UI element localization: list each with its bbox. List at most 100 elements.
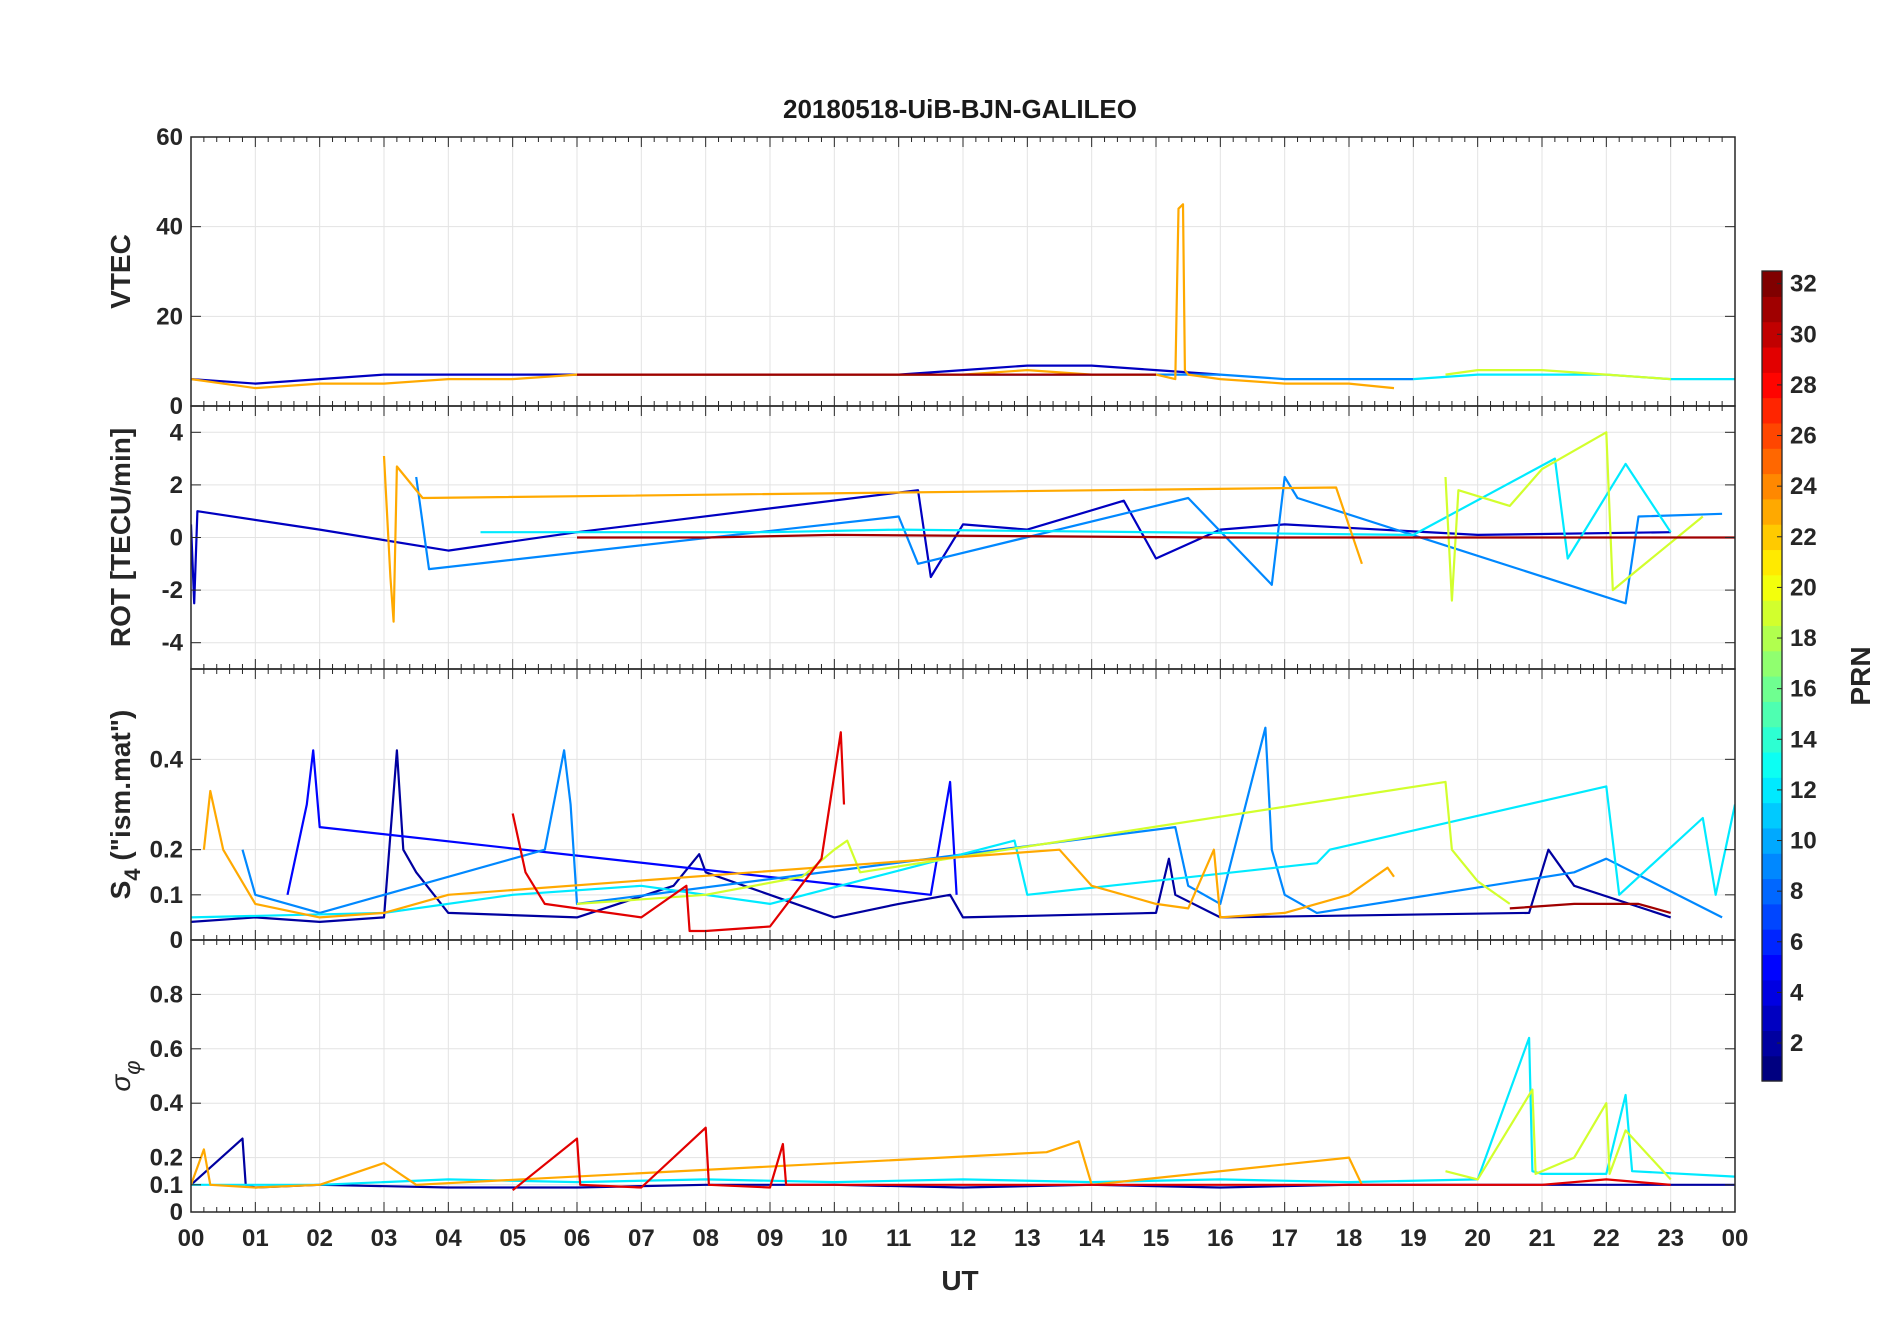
chart-title: 20180518-UiB-BJN-GALILEO	[783, 94, 1137, 124]
colorbar-segment	[1762, 524, 1782, 551]
colorbar-segment	[1762, 549, 1782, 576]
colorbar-segment	[1762, 676, 1782, 702]
series-line-prn-5	[286, 749, 958, 896]
x-tick-label: 12	[950, 1225, 977, 1252]
colorbar-segment	[1762, 751, 1782, 778]
colorbar-segment	[1762, 1030, 1782, 1057]
x-axis-ticks: 00 01 02 03 04 05 06 07 08 09 10 11 12 13 14 15 16 17 18 19…	[178, 1225, 1749, 1252]
x-tick-label: 22	[1593, 1225, 1620, 1252]
colorbar-segment	[1762, 650, 1782, 677]
y-tick-label: 0	[170, 927, 183, 954]
colorbar-tick-label: 10	[1790, 828, 1817, 855]
x-tick-label: 17	[1271, 1225, 1298, 1252]
x-tick-label: 14	[1078, 1225, 1105, 1252]
series-group	[191, 726, 1735, 933]
colorbar-segment	[1762, 802, 1782, 829]
colorbar-tick-label: 14	[1790, 726, 1817, 753]
colorbar-segment	[1762, 625, 1782, 652]
y-tick-label: 40	[156, 214, 183, 241]
colorbar-segment	[1762, 827, 1782, 854]
colorbar-tick-label: 20	[1790, 574, 1817, 601]
y-axis-label-s4: S4 ("ism.mat")	[105, 710, 145, 900]
x-tick-label: 06	[564, 1225, 591, 1252]
x-tick-label: 07	[628, 1225, 655, 1252]
panel-s4: 0 0.1 0.2 0.4S4 ("ism.mat")	[105, 668, 1736, 954]
y-axis-label-sigma_phi: σφ	[105, 1060, 145, 1091]
x-tick-label: 16	[1207, 1225, 1234, 1252]
colorbar-segment	[1762, 574, 1782, 601]
y-tick-label: 0.2	[150, 837, 183, 864]
x-tick-label: 13	[1014, 1225, 1041, 1252]
y-tick-label: 0	[170, 393, 183, 420]
y-axis-label-rot: ROT [TECU/min]	[105, 428, 136, 647]
y-tick-label: 0	[170, 525, 183, 552]
series-group	[191, 203, 1735, 390]
colorbar-tick-label: 2	[1790, 1030, 1803, 1057]
x-tick-label: 00	[1722, 1225, 1749, 1252]
colorbar-segment	[1762, 853, 1782, 880]
colorbar-segment	[1762, 777, 1782, 804]
colorbar-tick-label: 28	[1790, 372, 1817, 399]
colorbar-segment	[1762, 397, 1782, 424]
y-tick-label: 0.1	[150, 1172, 183, 1199]
y-tick-label: 0.2	[150, 1145, 183, 1172]
series-line-prn-3	[191, 489, 1671, 605]
colorbar-label: PRN	[1845, 646, 1876, 705]
series-line-prn-19	[1445, 369, 1671, 381]
x-tick-label: 00	[178, 1225, 205, 1252]
colorbar-segment	[1762, 600, 1782, 626]
panel-sigma_phi: 00.10.2 0.4 0.6 0.8 σφ	[105, 939, 1736, 1226]
series-line-prn-9	[241, 726, 1723, 919]
x-tick-label: 23	[1657, 1225, 1684, 1252]
x-tick-label: 09	[757, 1225, 784, 1252]
colorbar-segment	[1762, 726, 1782, 753]
colorbar-segment	[1762, 271, 1782, 297]
x-tick-label: 18	[1336, 1225, 1363, 1252]
x-tick-label: 05	[499, 1225, 526, 1252]
colorbar-tick-label: 30	[1790, 321, 1817, 348]
colorbar-segment	[1762, 498, 1782, 525]
x-tick-label: 19	[1400, 1225, 1427, 1252]
colorbar-tick-label: 24	[1790, 473, 1817, 500]
colorbar-segment	[1762, 296, 1782, 323]
series-line-prn-29	[511, 731, 846, 933]
y-tick-label: 60	[156, 124, 183, 151]
series-line-prn-23	[202, 789, 1395, 919]
colorbar-tick-label: 8	[1790, 878, 1803, 905]
colorbar-tick-label: 22	[1790, 524, 1817, 551]
colorbar-segment	[1762, 1055, 1782, 1082]
series-line-prn-9	[415, 475, 1723, 605]
y-axis-label-vtec: VTEC	[105, 234, 136, 309]
colorbar-segment	[1762, 473, 1782, 500]
x-axis-label: UT	[941, 1265, 978, 1296]
series-group	[191, 431, 1735, 623]
y-tick-label: 0.4	[150, 746, 184, 773]
colorbar-tick-label: 18	[1790, 625, 1817, 652]
colorbar-tick-label: 4	[1790, 979, 1804, 1006]
colorbar-segment	[1762, 321, 1782, 348]
colorbar-segment	[1762, 346, 1782, 373]
series-line-prn-23	[382, 455, 1363, 623]
colorbar-segment	[1762, 878, 1782, 905]
panel-rot: -4 -2 0 2 4 ROT [TECU/min]	[105, 405, 1736, 670]
x-tick-label: 21	[1529, 1225, 1556, 1252]
x-tick-label: 10	[821, 1225, 848, 1252]
colorbar-segment	[1762, 422, 1782, 449]
series-line-prn-2	[191, 749, 1672, 924]
x-tick-label: 15	[1143, 1225, 1170, 1252]
y-tick-label: 0	[170, 1199, 183, 1226]
y-tick-label: 2	[170, 472, 183, 499]
series-group	[191, 1036, 1735, 1192]
colorbar-tick-label: 26	[1790, 423, 1817, 450]
colorbar-segment	[1762, 929, 1782, 956]
x-tick-label: 02	[306, 1225, 333, 1252]
colorbar-segment	[1762, 954, 1782, 981]
series-line-prn-19	[1445, 1088, 1672, 1181]
y-tick-label: 0.6	[150, 1036, 183, 1063]
colorbar-segment	[1762, 372, 1782, 399]
y-tick-label: 0.4	[150, 1090, 184, 1117]
y-tick-label: 4	[170, 419, 184, 446]
x-tick-label: 03	[371, 1225, 398, 1252]
colorbar-box	[1761, 270, 1783, 1082]
